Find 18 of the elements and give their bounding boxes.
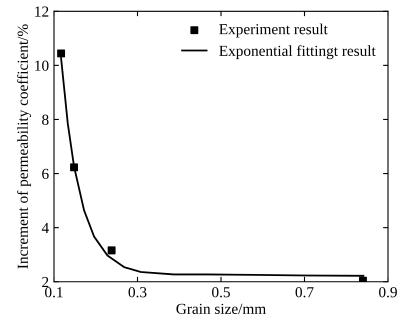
y-tick-label: 2 [42, 276, 48, 288]
x-axis-title: Grain size/mm [176, 304, 266, 314]
x-tick-label: 0.9 [379, 287, 397, 298]
x-tick-label: 0.7 [296, 287, 314, 298]
x-tick-label: 0.3 [128, 287, 146, 298]
legend-label: Exponential fittingt result [219, 45, 376, 60]
point [57, 50, 66, 58]
point [108, 246, 116, 254]
x-tick-label: 0.5 [212, 287, 230, 298]
y-tick-label: 6 [42, 168, 49, 180]
point [70, 163, 78, 172]
y-tick-label: 10 [35, 60, 49, 71]
y-tick-label: 8 [42, 114, 49, 125]
x-tick-label: 0.1 [45, 287, 63, 298]
y-tick-label: 12 [35, 6, 48, 17]
y-tick-label: 4 [42, 222, 49, 233]
y-axis-title: Increment of permeability coefficient/% [17, 24, 32, 269]
legend-label: Experiment result [219, 24, 328, 38]
